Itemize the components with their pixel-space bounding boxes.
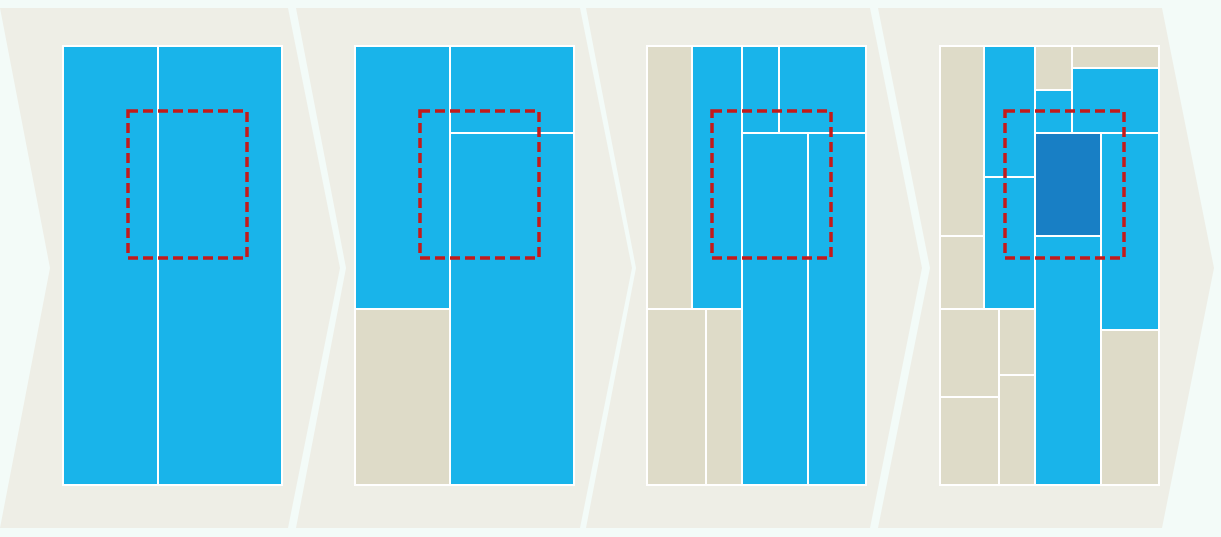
region-outside	[1100, 329, 1160, 486]
region-intersecting	[691, 45, 743, 310]
region-outside	[998, 308, 1036, 376]
region-intersecting	[449, 45, 575, 134]
query-box	[418, 109, 541, 260]
region-outside	[705, 308, 743, 486]
step-panel-2	[354, 45, 575, 486]
region-intersecting	[741, 45, 780, 134]
region-intersecting	[807, 132, 867, 486]
region-outside	[1034, 45, 1073, 91]
step-panel-1	[62, 45, 283, 486]
region-outside	[939, 45, 985, 237]
region-intersecting	[1100, 132, 1160, 331]
region-outside	[1071, 45, 1160, 69]
region-intersecting	[157, 45, 283, 486]
region-intersecting	[1071, 67, 1160, 134]
query-box	[126, 109, 249, 260]
region-intersecting	[354, 45, 451, 310]
step-panel-3	[646, 45, 867, 486]
region-intersecting	[449, 132, 575, 486]
region-outside	[354, 308, 451, 486]
region-intersecting	[741, 132, 809, 486]
region-outside	[998, 374, 1036, 486]
region-outside	[939, 396, 1000, 486]
region-outside	[646, 45, 693, 310]
query-box	[710, 109, 833, 260]
region-contained	[1034, 132, 1102, 237]
region-outside	[939, 235, 985, 310]
step-panels	[62, 45, 1160, 486]
region-intersecting	[983, 176, 1036, 310]
region-intersecting	[778, 45, 867, 134]
step-panel-4	[939, 45, 1160, 486]
region-intersecting	[1034, 235, 1102, 486]
query-box	[1003, 109, 1126, 260]
region-outside	[646, 308, 707, 486]
region-outside	[939, 308, 1000, 398]
